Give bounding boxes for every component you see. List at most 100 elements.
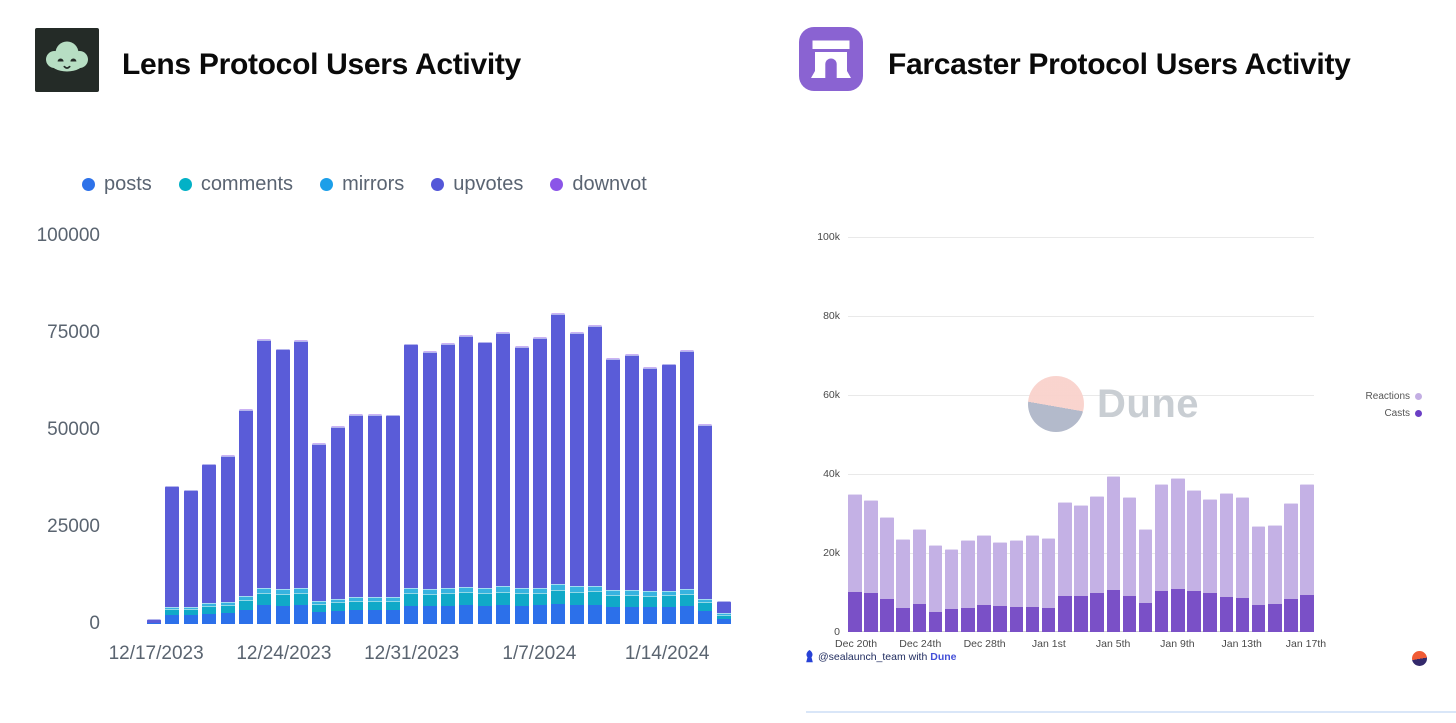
- fc-bar-Dec-22[interactable]: [880, 517, 894, 632]
- fc-bar-Dec-28[interactable]: [977, 535, 991, 632]
- legend-item-casts[interactable]: Casts: [1320, 405, 1422, 422]
- fc-bar-Jan-3[interactable]: [1074, 505, 1088, 632]
- reactions-segment: [1009, 540, 1024, 608]
- fc-bar-Dec-26[interactable]: [944, 549, 959, 632]
- posts-segment: [330, 611, 345, 624]
- comments-segment: [238, 600, 253, 611]
- mirrors-segment: [422, 588, 437, 594]
- lens-bar-1-16-2024[interactable]: [698, 424, 713, 624]
- fc-bar-Jan-5[interactable]: [1106, 476, 1120, 632]
- lens-bar-1-11-2024[interactable]: [606, 358, 621, 624]
- fc-bar-Dec-27[interactable]: [961, 539, 975, 632]
- x-tick-label: 1/14/2024: [624, 643, 710, 664]
- comments-segment: [514, 593, 529, 606]
- fc-bar-Jan-4[interactable]: [1090, 496, 1104, 632]
- downvotes-segment: [588, 325, 602, 327]
- posts-segment: [496, 605, 511, 624]
- lens-bar-1-5-2024[interactable]: [496, 332, 511, 624]
- fc-bar-Jan-2[interactable]: [1058, 501, 1072, 632]
- mirrors-segment: [624, 589, 639, 595]
- fc-bar-Dec-25[interactable]: [928, 545, 943, 632]
- lens-bar-1-10-2024[interactable]: [588, 325, 602, 624]
- lens-bar-1-3-2024[interactable]: [459, 334, 474, 624]
- upvotes-segment: [165, 486, 180, 607]
- lens-bar-12-28-2023[interactable]: [349, 414, 364, 624]
- mirrors-segment: [183, 606, 198, 610]
- lens-bar-12-24-2023[interactable]: [275, 348, 290, 624]
- lens-bar-12-20-2023[interactable]: [202, 463, 217, 624]
- mirrors-segment: [661, 590, 676, 596]
- lens-bar-1-6-2024[interactable]: [514, 345, 529, 624]
- fc-bar-Jan-16[interactable]: [1284, 502, 1298, 632]
- fc-bar-Dec-31[interactable]: [1025, 535, 1040, 632]
- lens-bar-1-14-2024[interactable]: [661, 363, 676, 624]
- lens-bar-1-17-2024[interactable]: [716, 600, 731, 624]
- lens-bar-12-23-2023[interactable]: [257, 339, 272, 624]
- lens-bar-1-4-2024[interactable]: [477, 341, 492, 624]
- fc-bar-Jan-13[interactable]: [1235, 497, 1250, 632]
- mirrors-segment: [588, 585, 602, 592]
- fc-bar-Jan-7[interactable]: [1138, 529, 1153, 632]
- mirrors-segment: [238, 596, 253, 601]
- footer-dune-link[interactable]: Dune: [930, 650, 957, 663]
- lens-bar-12-29-2023[interactable]: [367, 414, 382, 624]
- fc-bar-Jan-12[interactable]: [1219, 492, 1234, 632]
- fc-bar-Dec-21[interactable]: [864, 500, 878, 632]
- lens-bar-12-18-2023[interactable]: [165, 485, 180, 624]
- fc-bar-Dec-23[interactable]: [896, 539, 910, 632]
- fc-bar-Dec-24[interactable]: [912, 529, 927, 632]
- y-tick-label: 20k: [823, 547, 840, 559]
- casts-segment: [1219, 596, 1234, 632]
- fc-bar-Jan-6[interactable]: [1122, 496, 1137, 632]
- comments-segment: [220, 605, 235, 614]
- reactions-segment: [1074, 505, 1088, 597]
- lens-bar-1-13-2024[interactable]: [643, 367, 658, 624]
- fc-bar-Jan-10[interactable]: [1187, 490, 1201, 632]
- upvotes-segment: [312, 443, 327, 602]
- casts-segment: [977, 605, 991, 632]
- legend-item-mirrors[interactable]: mirrors: [320, 173, 404, 196]
- reactions-segment: [993, 541, 1007, 606]
- lens-bar-1-2-2024[interactable]: [441, 343, 455, 624]
- dune-mini-logo[interactable]: [1412, 651, 1427, 666]
- legend-item-posts[interactable]: posts: [82, 173, 152, 196]
- lens-bar-12-22-2023[interactable]: [238, 409, 253, 624]
- fc-bar-Jan-9[interactable]: [1171, 478, 1185, 632]
- footer-handle[interactable]: @sealaunch_team: [818, 650, 906, 663]
- legend-item-comments[interactable]: comments: [178, 173, 293, 196]
- comments-segment: [477, 592, 492, 606]
- lens-bar-12-19-2023[interactable]: [183, 489, 198, 624]
- fc-bar-Jan-15[interactable]: [1268, 524, 1282, 632]
- legend-item-downvot[interactable]: downvot: [550, 173, 647, 196]
- lens-bar-12-17-2023[interactable]: [147, 619, 161, 624]
- downvotes-segment: [330, 426, 345, 427]
- fc-bar-Dec-20[interactable]: [848, 493, 862, 632]
- lens-bar-1-9-2024[interactable]: [569, 331, 584, 624]
- lens-bar-12-30-2023[interactable]: [385, 414, 400, 624]
- y-tick-label: 75000: [47, 322, 100, 343]
- fc-bar-Dec-30[interactable]: [1009, 540, 1024, 632]
- lens-bar-12-27-2023[interactable]: [330, 426, 345, 624]
- posts-segment: [183, 615, 198, 624]
- fc-bar-Dec-29[interactable]: [993, 541, 1007, 632]
- reactions-segment: [1106, 476, 1120, 591]
- lens-bar-12-31-2023[interactable]: [404, 343, 419, 624]
- fc-bar-Jan-1[interactable]: [1041, 537, 1056, 632]
- lens-bar-12-21-2023[interactable]: [220, 455, 235, 624]
- reactions-segment: [880, 517, 894, 599]
- fc-bar-Jan-14[interactable]: [1251, 525, 1266, 632]
- lens-bar-1-7-2024[interactable]: [532, 337, 547, 624]
- lens-bar-1-1-2024[interactable]: [422, 351, 437, 624]
- lens-bar-1-8-2024[interactable]: [551, 313, 566, 624]
- fc-bar-Jan-17[interactable]: [1300, 483, 1314, 632]
- fc-bar-Jan-8[interactable]: [1154, 484, 1169, 632]
- lens-bar-1-15-2024[interactable]: [679, 350, 694, 624]
- lens-bar-12-26-2023[interactable]: [312, 443, 327, 624]
- lens-bar-1-12-2024[interactable]: [624, 354, 639, 624]
- fc-bar-Jan-11[interactable]: [1203, 498, 1217, 632]
- legend-item-reactions[interactable]: Reactions: [1320, 388, 1422, 405]
- legend-item-upvotes[interactable]: upvotes: [431, 173, 523, 196]
- comments-segment: [385, 601, 400, 611]
- lens-bar-12-25-2023[interactable]: [294, 340, 308, 624]
